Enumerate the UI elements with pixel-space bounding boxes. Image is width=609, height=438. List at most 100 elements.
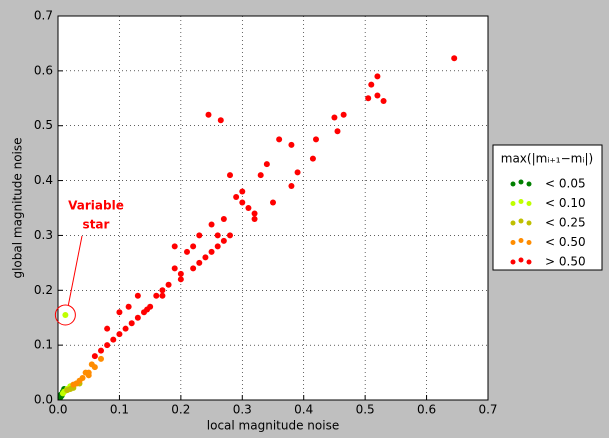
point <box>62 311 69 318</box>
y-tick-label: 0.3 <box>34 228 53 242</box>
point <box>368 81 375 88</box>
point <box>196 259 203 266</box>
point <box>122 325 129 332</box>
point <box>110 336 117 343</box>
point <box>91 353 98 360</box>
point <box>165 281 172 288</box>
point <box>171 265 178 272</box>
legend-swatch <box>526 240 532 245</box>
legend-label: < 0.10 <box>545 196 586 210</box>
point <box>245 205 252 211</box>
point <box>294 169 301 176</box>
point <box>177 270 184 277</box>
point <box>220 215 227 222</box>
point <box>340 111 347 118</box>
x-tick-label: 0.0 <box>48 403 67 417</box>
point <box>153 292 160 299</box>
point <box>214 232 221 239</box>
plot-frame <box>57 15 489 401</box>
legend-label: < 0.25 <box>545 216 586 230</box>
y-tick-label: 0.4 <box>34 173 53 187</box>
point <box>334 128 341 135</box>
point <box>190 243 197 250</box>
y-axis-label: global magnitude noise <box>11 137 25 278</box>
point <box>220 237 227 244</box>
point <box>208 221 215 228</box>
annotation-text: Variable <box>68 199 124 213</box>
y-tick-label: 0.6 <box>34 63 53 77</box>
legend-swatch <box>518 257 524 263</box>
point <box>88 361 95 368</box>
point <box>374 92 381 99</box>
point <box>257 172 264 179</box>
point <box>380 98 387 105</box>
point <box>171 243 178 250</box>
point <box>202 254 209 261</box>
y-tick-label: 0.7 <box>34 9 53 23</box>
point <box>128 320 135 327</box>
point <box>177 276 184 283</box>
legend-label: < 0.50 <box>545 235 586 249</box>
point <box>76 377 83 384</box>
point <box>270 199 276 206</box>
point <box>59 390 66 397</box>
point <box>159 287 166 294</box>
legend-swatch <box>510 181 516 187</box>
point <box>85 372 92 379</box>
point <box>374 73 381 80</box>
point <box>239 199 246 206</box>
point <box>288 183 295 190</box>
legend-swatch <box>526 201 532 206</box>
x-tick-label: 0.7 <box>478 403 497 417</box>
point <box>451 55 458 62</box>
x-tick-label: 0.5 <box>356 403 375 417</box>
point <box>205 111 212 118</box>
point <box>208 248 215 255</box>
x-axis-label: local magnitude noise <box>207 419 339 433</box>
legend-swatch <box>510 220 516 226</box>
point <box>331 114 338 121</box>
legend-title: max(|mᵢ₊₁−mᵢ|) <box>501 152 593 166</box>
point <box>309 155 316 162</box>
point <box>116 331 123 338</box>
point <box>144 306 151 313</box>
point <box>98 355 104 362</box>
legend-swatch <box>518 218 524 224</box>
point <box>98 347 104 354</box>
x-tick-label: 0.2 <box>171 403 190 417</box>
plot-area <box>58 16 488 400</box>
point <box>251 215 258 222</box>
annotation-arrow <box>67 235 83 306</box>
point <box>251 210 258 217</box>
legend-swatch <box>526 181 532 187</box>
x-tick-label: 0.3 <box>233 403 252 417</box>
legend-swatch <box>526 220 532 226</box>
x-tick-label: 0.6 <box>417 403 436 417</box>
legend-swatch <box>510 240 516 245</box>
point <box>104 325 111 332</box>
point <box>239 188 246 195</box>
point <box>134 314 141 321</box>
annotation-circle <box>54 304 76 326</box>
point <box>64 387 71 394</box>
point <box>196 232 203 239</box>
y-tick-label: 0.0 <box>34 393 53 407</box>
point <box>313 136 319 143</box>
legend-box <box>492 144 603 271</box>
legend-swatch <box>510 259 516 265</box>
point <box>125 303 132 310</box>
legend-label: < 0.05 <box>545 177 586 191</box>
legend-swatch <box>518 238 524 243</box>
annotation-text: star <box>83 218 110 232</box>
point <box>134 292 141 299</box>
point <box>104 342 111 349</box>
point <box>227 172 233 179</box>
legend: max(|mᵢ₊₁−mᵢ|) < 0.05 < 0.10 < 0.25 < 0.50 > … <box>492 144 603 271</box>
x-tick-label: 0.1 <box>110 403 129 417</box>
point <box>233 194 240 201</box>
point <box>263 161 270 168</box>
point <box>184 248 190 255</box>
point <box>365 95 372 102</box>
